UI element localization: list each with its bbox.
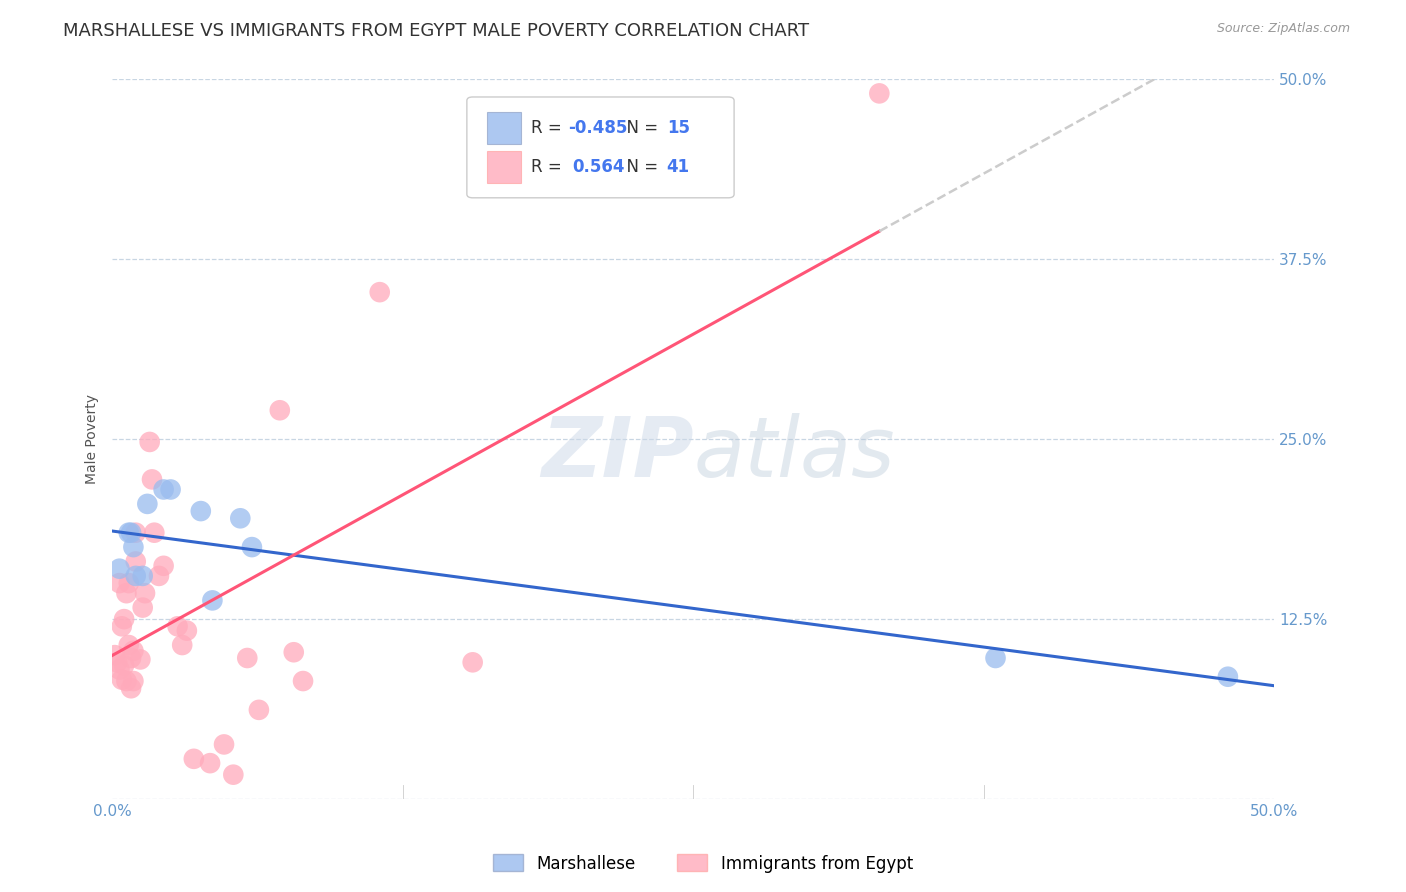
Point: [125, 554, 148, 568]
Point: [1216, 670, 1239, 684]
Legend: Marshallese, Immigrants from Egypt: Marshallese, Immigrants from Egypt: [486, 847, 920, 880]
Point: [198, 756, 221, 771]
Point: [868, 87, 890, 101]
Point: [111, 673, 134, 687]
Point: [984, 651, 1007, 665]
Text: Source: ZipAtlas.com: Source: ZipAtlas.com: [1216, 22, 1350, 36]
Point: [105, 656, 128, 670]
Point: [108, 576, 131, 591]
Point: [143, 525, 166, 540]
Point: [131, 569, 153, 583]
Point: [118, 638, 141, 652]
Point: [120, 525, 142, 540]
Point: [201, 593, 224, 607]
Point: [115, 674, 138, 689]
Point: [222, 767, 245, 781]
Text: atlas: atlas: [693, 413, 896, 494]
Point: [240, 540, 263, 554]
Point: [141, 472, 163, 486]
Point: [136, 497, 159, 511]
Point: [176, 624, 198, 638]
Point: [152, 558, 174, 573]
Text: 0.564: 0.564: [572, 158, 626, 176]
Point: [292, 674, 315, 689]
Y-axis label: Male Poverty: Male Poverty: [86, 394, 100, 484]
Text: 15: 15: [666, 119, 690, 137]
Point: [131, 600, 153, 615]
Point: [112, 612, 135, 626]
Point: [129, 652, 152, 666]
Text: N =: N =: [616, 119, 664, 137]
Text: R =: R =: [531, 158, 572, 176]
Point: [190, 504, 212, 518]
FancyBboxPatch shape: [467, 97, 734, 198]
Text: R =: R =: [531, 119, 567, 137]
Point: [247, 703, 270, 717]
Point: [229, 511, 252, 525]
Point: [368, 285, 391, 300]
Point: [269, 403, 291, 417]
Point: [120, 651, 142, 665]
Point: [236, 651, 259, 665]
FancyBboxPatch shape: [486, 112, 522, 144]
Point: [122, 644, 145, 658]
Point: [108, 663, 131, 677]
Point: [118, 525, 141, 540]
FancyBboxPatch shape: [486, 151, 522, 183]
Point: [108, 562, 131, 576]
Text: MARSHALLESE VS IMMIGRANTS FROM EGYPT MALE POVERTY CORRELATION CHART: MARSHALLESE VS IMMIGRANTS FROM EGYPT MAL…: [63, 22, 810, 40]
Point: [159, 483, 181, 497]
Point: [111, 619, 134, 633]
Point: [122, 674, 145, 689]
Point: [112, 658, 135, 673]
Point: [166, 619, 188, 633]
Point: [138, 434, 160, 449]
Point: [120, 681, 142, 696]
Text: ZIP: ZIP: [541, 413, 693, 494]
Point: [148, 569, 170, 583]
Point: [118, 576, 141, 591]
Point: [134, 586, 156, 600]
Point: [172, 638, 194, 652]
Point: [122, 540, 145, 554]
Point: [115, 586, 138, 600]
Text: N =: N =: [616, 158, 664, 176]
Point: [183, 752, 205, 766]
Text: -0.485: -0.485: [568, 119, 627, 137]
Point: [212, 738, 235, 752]
Point: [125, 569, 148, 583]
Point: [461, 656, 484, 670]
Point: [104, 648, 127, 662]
Point: [152, 483, 174, 497]
Text: 41: 41: [666, 158, 690, 176]
Point: [283, 645, 305, 659]
Point: [125, 525, 148, 540]
